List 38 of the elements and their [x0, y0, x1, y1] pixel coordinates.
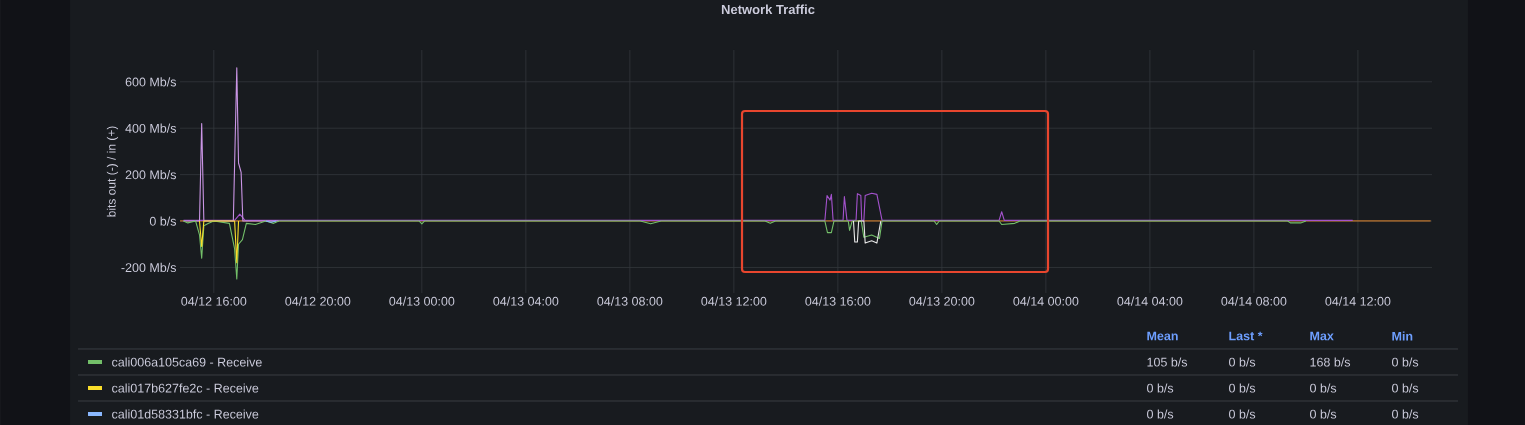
text: 0 b/s — [1392, 383, 1419, 393]
text: 0 b/s — [1229, 357, 1256, 367]
x-tick-label: 04/12 16:00 — [181, 296, 247, 306]
y-tick-label: 600 Mb/s — [125, 77, 177, 87]
legend-label: cali017b627fe2c - Receive — [112, 383, 259, 393]
text: 168 b/s — [1310, 357, 1351, 367]
x-tick-label: 04/12 20:00 — [285, 296, 351, 306]
x-tick-label: 04/13 08:00 — [597, 296, 663, 306]
text: 0 b/s — [1147, 383, 1174, 393]
y-axis-title: bits out (-) / in (+) — [106, 126, 119, 217]
text: 0 b/s — [1229, 383, 1256, 393]
text: 0 b/s — [1392, 357, 1419, 367]
text: 0 b/s — [1310, 409, 1337, 419]
y-tick-label: 400 Mb/s — [125, 123, 177, 133]
text: 0 b/s — [1229, 409, 1256, 419]
x-tick-label: 04/13 12:00 — [701, 296, 767, 306]
chart-title: Network Traffic — [721, 4, 815, 15]
x-tick-label: 04/14 04:00 — [1117, 296, 1183, 306]
y-tick-label: 0 b/s — [149, 216, 177, 226]
x-tick-label: 04/14 00:00 — [1013, 296, 1079, 306]
y-tick-label: 200 Mb/s — [125, 170, 177, 180]
text: Max — [1310, 331, 1334, 341]
text: 0 b/s — [1310, 383, 1337, 393]
x-tick-label: 04/13 16:00 — [805, 296, 871, 306]
text: Mean — [1147, 331, 1178, 341]
x-tick-label: 04/13 20:00 — [909, 296, 975, 306]
y-tick-label: -200 Mb/s — [121, 262, 177, 273]
x-tick-label: 04/13 00:00 — [389, 296, 455, 306]
legend-label: cali01d58331bfc - Receive — [112, 409, 259, 419]
text: 0 b/s — [1147, 409, 1174, 419]
x-tick-label: 04/14 12:00 — [1325, 296, 1391, 306]
text: 105 b/s — [1147, 357, 1188, 367]
text: 0 b/s — [1392, 409, 1419, 419]
x-tick-label: 04/13 04:00 — [493, 296, 559, 306]
text: Last * — [1229, 331, 1263, 341]
text: Min — [1392, 331, 1413, 341]
x-tick-label: 04/14 08:00 — [1221, 296, 1287, 306]
legend-label: cali006a105ca69 - Receive — [112, 357, 262, 367]
